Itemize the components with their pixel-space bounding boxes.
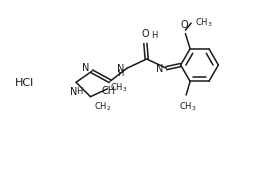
Text: CH$_3$: CH$_3$ [195, 17, 213, 29]
Text: CH$_3$: CH$_3$ [179, 101, 196, 113]
Text: N: N [117, 64, 124, 74]
Text: CH$_3$: CH$_3$ [110, 81, 128, 94]
Text: HCl: HCl [15, 78, 34, 88]
Text: N: N [82, 63, 89, 73]
Text: N: N [156, 64, 163, 74]
Text: CH$_2$: CH$_2$ [94, 101, 112, 113]
Text: O: O [180, 20, 188, 30]
Text: N: N [70, 87, 78, 97]
Text: H: H [76, 87, 82, 96]
Text: H: H [151, 31, 158, 41]
Text: CH: CH [102, 86, 116, 96]
Text: O: O [141, 29, 149, 39]
Text: H: H [118, 69, 124, 78]
